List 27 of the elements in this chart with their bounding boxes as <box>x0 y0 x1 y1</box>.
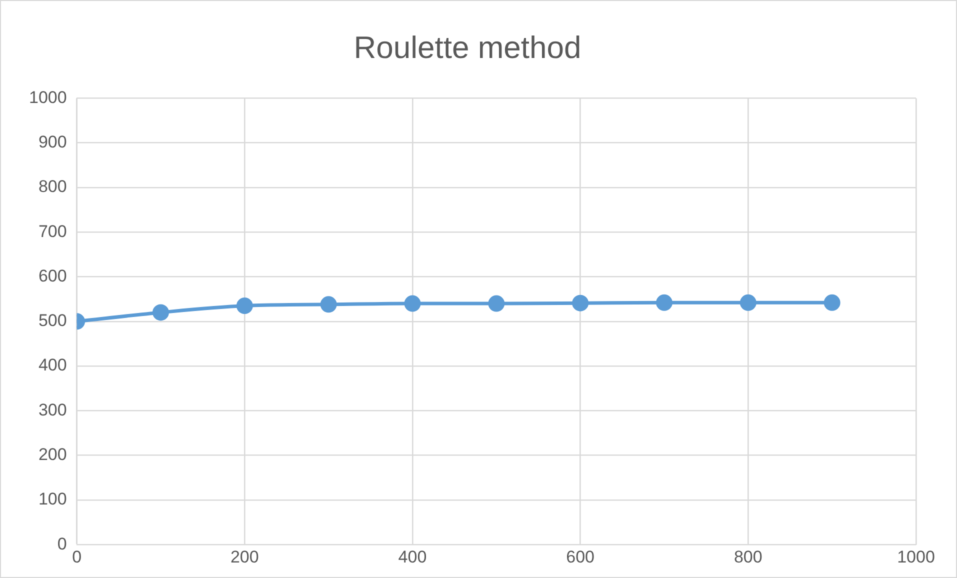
point <box>656 294 672 311</box>
y-tick-label: 0 <box>57 534 67 554</box>
y-tick-label: 100 <box>38 490 67 509</box>
x-tick-label: 0 <box>72 547 82 566</box>
point <box>404 295 421 312</box>
point <box>152 304 169 321</box>
point <box>572 294 589 312</box>
x-tick-label: 1000 <box>897 547 935 566</box>
chart-title: Roulette method <box>354 30 582 66</box>
y-tick-label: 700 <box>38 222 67 241</box>
point <box>740 294 756 311</box>
point <box>320 296 337 313</box>
point <box>488 295 505 312</box>
x-tick-label: 800 <box>734 547 762 566</box>
y-tick-label: 200 <box>38 445 67 464</box>
x-tick-label: 600 <box>566 547 595 566</box>
y-tick-label: 900 <box>38 132 67 152</box>
point <box>236 298 253 314</box>
x-tick-label: 400 <box>398 547 427 566</box>
y-tick-label: 600 <box>38 266 67 286</box>
point <box>824 294 840 311</box>
y-tick-label: 800 <box>38 177 67 196</box>
y-tick-label: 500 <box>38 311 67 330</box>
y-tick-label: 300 <box>38 400 67 420</box>
x-tick-label: 200 <box>230 547 259 566</box>
y-tick-label: 400 <box>38 356 67 375</box>
y-tick-label: 1000 <box>28 88 67 107</box>
